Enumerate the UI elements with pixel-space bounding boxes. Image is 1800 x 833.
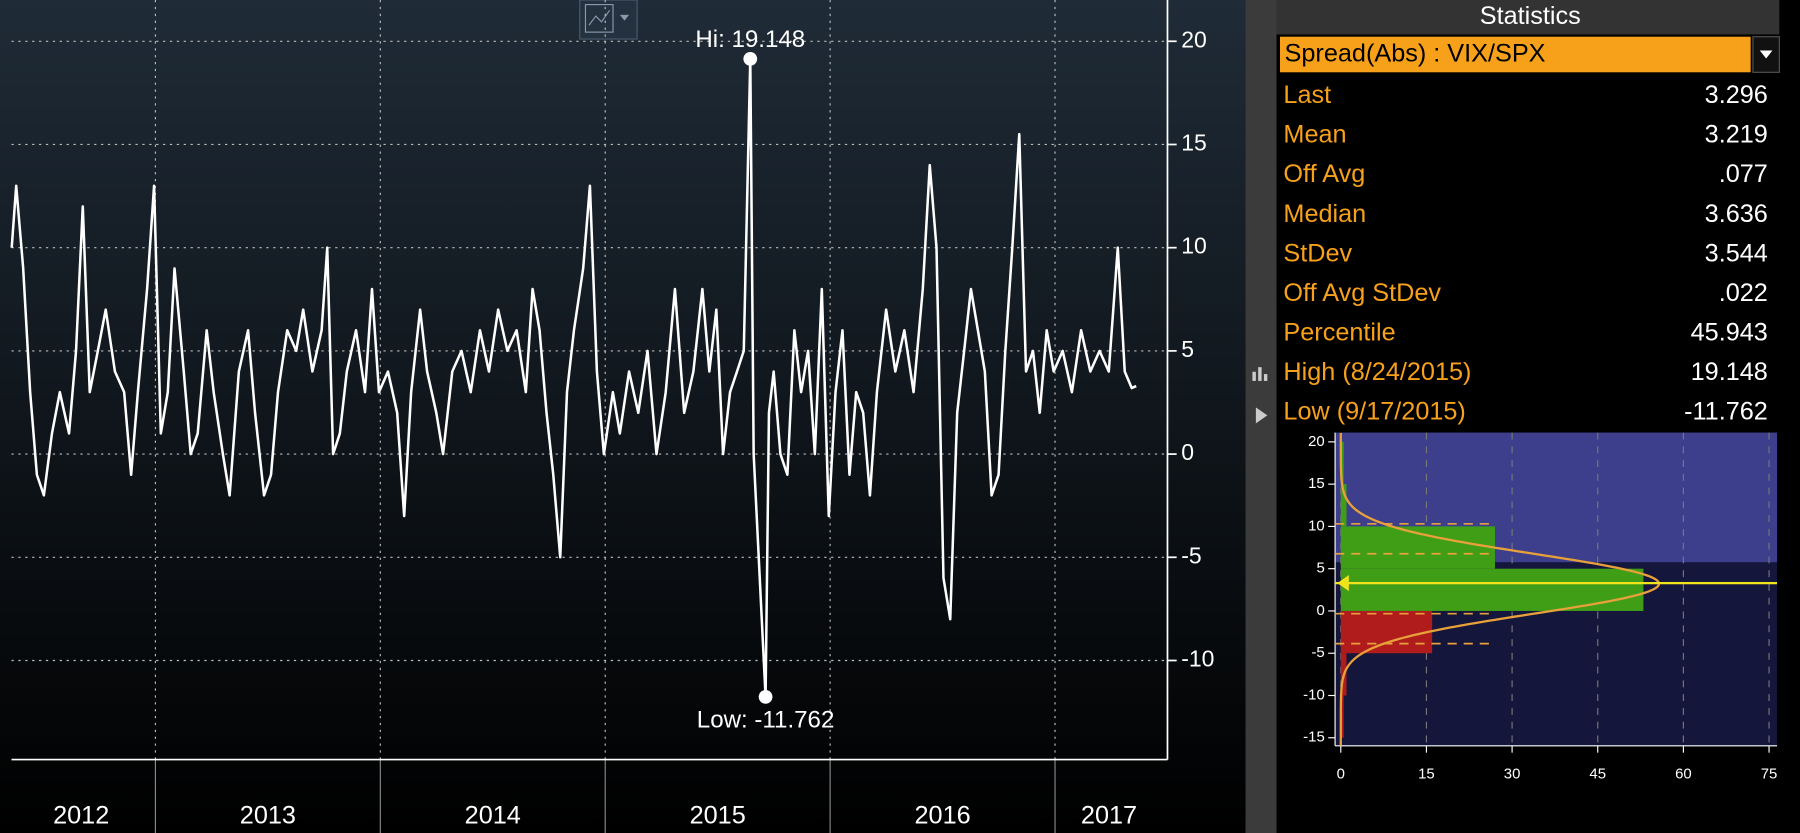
y-tick-label: -5 <box>1311 645 1324 661</box>
stat-value: -11.762 <box>1684 398 1768 426</box>
stat-label: High (8/24/2015) <box>1283 358 1471 386</box>
histogram-bar <box>1340 695 1344 738</box>
stat-label: Mean <box>1283 121 1346 149</box>
normal-curve <box>1339 432 1661 746</box>
x-tick-label: 75 <box>1761 766 1778 782</box>
selector[interactable] <box>1279 36 1751 73</box>
stat-label: Off Avg StDev <box>1283 279 1441 307</box>
stat-label: Low (9/17/2015) <box>1283 398 1465 426</box>
stat-label: StDev <box>1283 239 1352 267</box>
y-tick-label: 15 <box>1181 130 1207 156</box>
x-tick-label: 2014 <box>465 802 521 830</box>
y-tick-label: 10 <box>1308 518 1325 534</box>
y-tick-label: 15 <box>1308 476 1325 492</box>
x-tick-label: 2013 <box>240 802 296 830</box>
x-tick-label: 2012 <box>53 802 109 830</box>
y-tick-label: 20 <box>1181 26 1207 52</box>
x-tick-label: 30 <box>1504 766 1521 782</box>
histogram-bar <box>1340 568 1644 611</box>
y-tick-label: 5 <box>1181 336 1194 362</box>
selector-button[interactable] <box>1752 36 1780 73</box>
line <box>10 57 1137 699</box>
stat-value: 3.544 <box>1705 239 1768 267</box>
high-marker <box>743 51 758 66</box>
stats-title: Statistics <box>1480 2 1581 30</box>
stat-value: 3.296 <box>1705 81 1768 109</box>
y-tick-label: 20 <box>1308 434 1325 450</box>
stat-value: 3.219 <box>1705 121 1768 149</box>
y-tick-label: -10 <box>1181 646 1214 672</box>
stat-label: Percentile <box>1283 319 1395 347</box>
x-tick-label: 2017 <box>1081 802 1137 830</box>
y-tick-label: 0 <box>1181 439 1194 465</box>
x-tick-label: 15 <box>1418 766 1435 782</box>
x-tick-label: 2016 <box>914 802 970 830</box>
y-tick-label: -10 <box>1303 687 1325 703</box>
y-tick-label: -15 <box>1303 730 1325 746</box>
side-icons <box>1252 367 1268 424</box>
y-tick-label: -5 <box>1181 542 1201 568</box>
stat-label: Last <box>1283 81 1331 109</box>
x-tick-label: 2015 <box>690 802 746 830</box>
histogram-bar <box>1340 610 1433 654</box>
stat-value: 45.943 <box>1691 319 1768 347</box>
chart-type-button[interactable] <box>579 0 638 40</box>
x-tick-label: 45 <box>1589 766 1606 782</box>
low-marker <box>758 689 773 704</box>
x-tick-label: 60 <box>1675 766 1692 782</box>
histogram-bar <box>1340 441 1344 485</box>
last-arrow <box>1337 575 1349 592</box>
stat-value: .022 <box>1719 279 1768 307</box>
stat-label: Median <box>1283 200 1366 228</box>
y-tick-label: 0 <box>1316 603 1324 619</box>
stat-value: 19.148 <box>1691 358 1768 386</box>
stat-value: .077 <box>1719 160 1768 188</box>
stats-header <box>1276 0 1780 35</box>
selector-arrow <box>1759 50 1773 59</box>
selector-text: Spread(Abs) : VIX/SPX <box>1285 40 1546 68</box>
x-tick-label: 0 <box>1337 766 1345 782</box>
y-tick-label: 10 <box>1181 233 1207 259</box>
stat-value: 3.636 <box>1705 200 1768 228</box>
high-label: Hi: 19.148 <box>695 26 805 53</box>
low-label: Low: -11.762 <box>697 706 835 733</box>
stat-label: Off Avg <box>1283 160 1365 188</box>
histogram-bar <box>1340 484 1347 527</box>
y-tick-label: 5 <box>1316 561 1324 577</box>
